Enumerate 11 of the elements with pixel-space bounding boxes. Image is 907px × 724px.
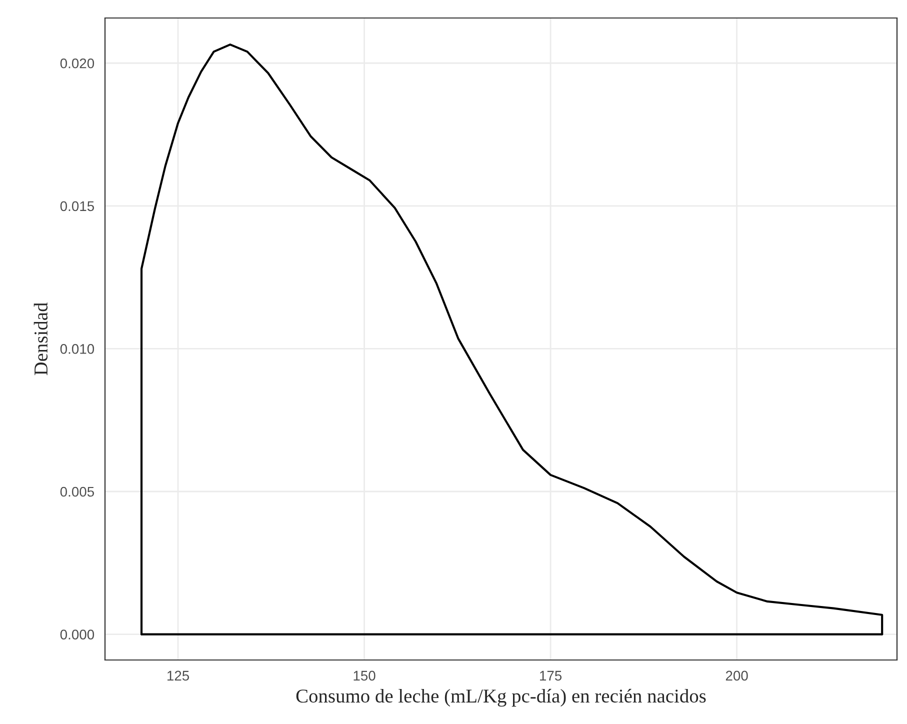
y-tick-label: 0.015 — [60, 201, 94, 212]
y-tick-label: 0.010 — [60, 344, 94, 354]
x-tick-label: 200 — [726, 670, 748, 681]
x-tick-label: 175 — [540, 670, 562, 681]
y-tick-label: 0.020 — [60, 58, 94, 68]
x-tick-label: 150 — [354, 670, 376, 681]
y-tick-label: 0.005 — [60, 486, 94, 497]
y-tick-label: 0.000 — [60, 630, 94, 640]
y-axis-title: Densidad — [34, 302, 48, 376]
x-tick-label: 125 — [167, 670, 190, 681]
x-axis-title: Consumo de leche (mL/Kg pc-día) en recién nacidos — [296, 688, 706, 707]
